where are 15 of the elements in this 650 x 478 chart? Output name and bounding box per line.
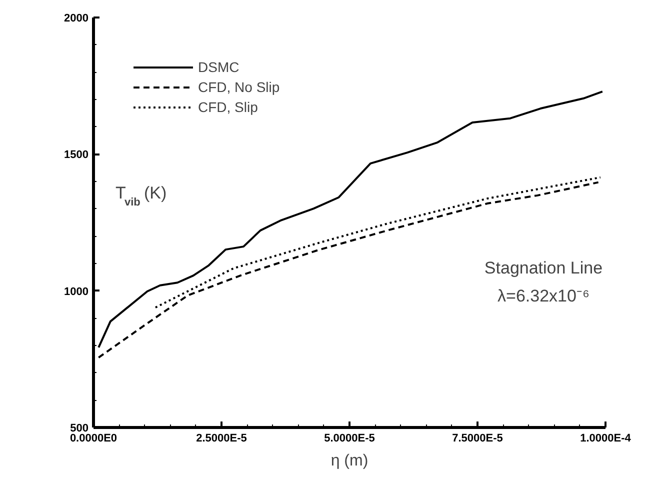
legend-label: CFD, No Slip — [198, 79, 280, 95]
x-axis-title: η (m) — [330, 452, 368, 470]
y-tick-label: 1000 — [64, 286, 89, 298]
y-tick-label: 2000 — [64, 12, 89, 24]
legend-label: DSMC — [198, 59, 240, 75]
annotation: λ=6.32x10⁻⁶ — [498, 286, 590, 306]
x-tick-label: 0.0000E0 — [70, 432, 118, 444]
x-tick-label: 2.5000E-5 — [196, 432, 247, 444]
annotation: Stagnation Line — [484, 258, 603, 278]
x-tick-label: 5.0000E-5 — [324, 432, 375, 444]
legend-label: CFD, Slip — [198, 99, 258, 115]
y-tick-label: 1500 — [64, 149, 89, 162]
x-tick-label: 7.5000E-5 — [452, 432, 503, 444]
y-tick-label: 500 — [70, 422, 89, 434]
x-tick-label: 1.0000E-4 — [580, 432, 632, 444]
